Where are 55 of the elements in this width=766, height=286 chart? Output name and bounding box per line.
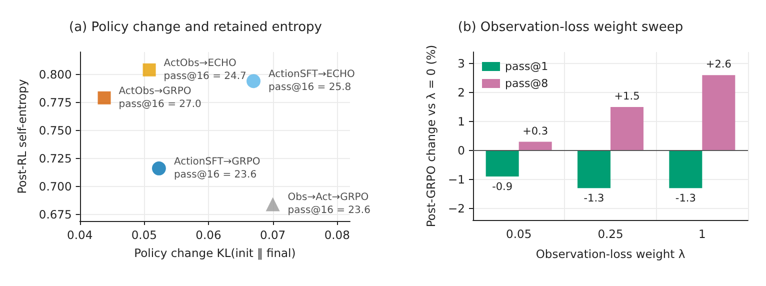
x-axis-title: Observation-loss weight λ <box>536 247 686 261</box>
x-tick-label: 0.08 <box>324 228 350 242</box>
y-tick-label: −2 <box>448 201 465 216</box>
bar <box>702 75 736 150</box>
x-tick-label: 0.07 <box>260 228 286 242</box>
y-tick-label: 0.700 <box>38 179 72 194</box>
point <box>266 197 280 212</box>
y-tick-label: −1 <box>448 172 465 186</box>
x-tick-label: 0.05 <box>131 228 157 242</box>
data-label: +2.6 <box>706 58 732 71</box>
annotation: pass@16 = 23.6 <box>288 205 370 216</box>
x-tick-label: 0.05 <box>506 227 532 241</box>
y-tick-label: 0.725 <box>38 151 72 166</box>
y-tick-label: 0 <box>458 143 465 158</box>
y-tick-label: 2 <box>458 86 465 100</box>
x-tick-label: 0.25 <box>598 227 624 241</box>
x-tick-label: 0.06 <box>196 228 222 242</box>
legend-label: pass@8 <box>505 77 548 90</box>
bar <box>669 150 702 188</box>
data-label: -1.3 <box>584 192 604 205</box>
bar <box>610 107 644 150</box>
data-label: +1.5 <box>614 90 640 103</box>
chart-title: (a) Policy change and retained entropy <box>69 20 322 35</box>
chart-title: (b) Observation-loss weight sweep <box>458 20 684 35</box>
series-label: ActionSFT→ECHO <box>268 69 356 80</box>
bar <box>518 142 552 150</box>
annotation: pass@16 = 25.8 <box>268 82 352 94</box>
annotation: pass@16 = 23.6 <box>174 169 257 180</box>
data-label: +0.3 <box>522 125 548 138</box>
bar <box>486 150 519 177</box>
series-label: ActObs→GRPO <box>118 86 192 97</box>
x-tick-label: 1 <box>698 227 706 241</box>
data-label: -0.9 <box>492 181 513 194</box>
y-axis-title: Post-GRPO change vs λ = 0 (%) <box>424 44 438 228</box>
series-label: ActionSFT→GRPO <box>174 156 260 168</box>
series-label: Obs→Act→GRPO <box>288 192 369 204</box>
point <box>142 63 156 76</box>
point <box>152 161 166 176</box>
point <box>246 74 261 88</box>
y-axis-title: Post-RL self-entropy <box>15 79 29 194</box>
data-label: -1.3 <box>675 192 696 205</box>
point <box>98 91 111 104</box>
series-label: ActObs→ECHO <box>164 58 237 69</box>
annotation: pass@16 = 24.7 <box>164 70 246 82</box>
x-axis-title: Policy change KL(init ‖ final) <box>134 246 296 260</box>
bar <box>578 150 610 188</box>
x-tick-label: 0.04 <box>67 228 93 242</box>
y-tick-label: 0.750 <box>38 123 72 138</box>
y-tick-label: 0.800 <box>38 67 72 82</box>
y-tick-label: 0.675 <box>38 207 72 222</box>
y-tick-label: 3 <box>458 56 465 71</box>
y-tick-label: 1 <box>458 114 465 129</box>
y-tick-label: 0.775 <box>38 95 72 110</box>
annotation: pass@16 = 27.0 <box>118 98 202 110</box>
legend-label: pass@1 <box>505 60 548 73</box>
